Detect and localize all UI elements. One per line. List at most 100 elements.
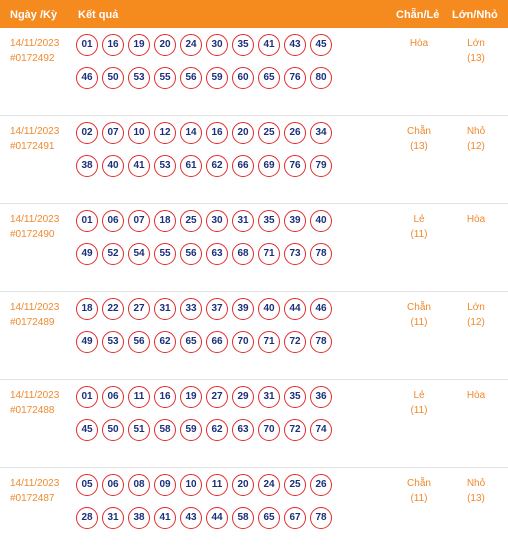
table-header: Ngày /Kỳ Kết quả Chẵn/Lẻ Lớn/Nhỏ	[0, 0, 508, 28]
number-ball: 43	[284, 34, 306, 56]
big-small-count: (12)	[467, 141, 485, 152]
draw-date: 14/11/2023	[10, 390, 60, 401]
draw-date: 14/11/2023	[10, 302, 60, 313]
number-ball: 19	[128, 34, 150, 56]
number-ball: 31	[258, 386, 280, 408]
big-small-result: Nhỏ	[466, 478, 486, 489]
number-ball: 39	[284, 210, 306, 232]
number-ball: 56	[180, 67, 202, 89]
draw-date-cell: 14/11/2023 #0172488	[10, 388, 59, 418]
number-ball: 55	[154, 67, 176, 89]
header-big-small: Lớn/Nhỏ	[452, 9, 498, 21]
result-balls: 01 06 07 18 25 30 31 35 39 40 49 52 54 55 56 63 68 71 73 78	[76, 210, 366, 276]
number-ball: 26	[284, 122, 306, 144]
draw-date: 14/11/2023	[10, 38, 60, 49]
number-ball: 34	[310, 122, 332, 144]
number-ball: 50	[102, 67, 124, 89]
number-ball: 01	[76, 210, 98, 232]
number-ball: 74	[310, 419, 332, 441]
number-ball: 30	[206, 210, 228, 232]
number-ball: 62	[206, 419, 228, 441]
number-ball: 41	[154, 507, 176, 529]
number-ball: 59	[180, 419, 202, 441]
number-ball: 61	[180, 155, 202, 177]
ball-row: 01 16 19 20 24 30 35 41 43 45	[76, 34, 366, 58]
number-ball: 72	[284, 331, 306, 353]
header-even-odd: Chẵn/Lẻ	[396, 9, 440, 21]
ball-row: 38 40 41 53 61 62 66 69 76 79	[76, 155, 366, 179]
big-small-count: (12)	[467, 317, 485, 328]
number-ball: 31	[232, 210, 254, 232]
draw-date: 14/11/2023	[10, 214, 60, 225]
number-ball: 09	[154, 474, 176, 496]
number-ball: 07	[102, 122, 124, 144]
big-small-result: Lớn	[467, 302, 485, 313]
number-ball: 56	[128, 331, 150, 353]
number-ball: 36	[310, 386, 332, 408]
number-ball: 66	[206, 331, 228, 353]
ball-row: 45 50 51 58 59 62 63 70 72 74	[76, 419, 366, 443]
result-balls: 01 06 11 16 19 27 29 31 35 36 45 50 51 58 59 62 63 70 72 74	[76, 386, 366, 452]
number-ball: 35	[232, 34, 254, 56]
number-ball: 78	[310, 331, 332, 353]
number-ball: 78	[310, 243, 332, 265]
ball-row: 01 06 11 16 19 27 29 31 35 36	[76, 386, 366, 410]
number-ball: 72	[284, 419, 306, 441]
big-small-cell: Hòa	[451, 212, 501, 227]
number-ball: 05	[76, 474, 98, 496]
number-ball: 71	[258, 243, 280, 265]
ball-row: 02 07 10 12 14 16 20 25 26 34	[76, 122, 366, 146]
ball-row: 46 50 53 55 56 59 60 65 76 80	[76, 67, 366, 91]
number-ball: 65	[180, 331, 202, 353]
number-ball: 80	[310, 67, 332, 89]
draw-date: 14/11/2023	[10, 478, 60, 489]
number-ball: 40	[258, 298, 280, 320]
big-small-count: (13)	[467, 493, 485, 504]
number-ball: 22	[102, 298, 124, 320]
number-ball: 18	[76, 298, 98, 320]
even-odd-result: Chẵn	[407, 126, 431, 137]
number-ball: 24	[258, 474, 280, 496]
result-balls: 02 07 10 12 14 16 20 25 26 34 38 40 41 53 61 62 66 69 76 79	[76, 122, 366, 188]
number-ball: 07	[128, 210, 150, 232]
draw-date-cell: 14/11/2023 #0172489	[10, 300, 59, 330]
header-result: Kết quả	[78, 9, 119, 21]
number-ball: 59	[206, 67, 228, 89]
number-ball: 46	[310, 298, 332, 320]
even-odd-cell: Lẻ (11)	[394, 388, 444, 418]
number-ball: 40	[102, 155, 124, 177]
big-small-cell: Lớn (13)	[451, 36, 501, 66]
draw-date-cell: 14/11/2023 #0172487	[10, 476, 59, 506]
number-ball: 73	[284, 243, 306, 265]
number-ball: 49	[76, 243, 98, 265]
number-ball: 16	[154, 386, 176, 408]
table-row: 14/11/2023 #0172491 02 07 10 12 14 16 20 25 26 34 38…	[0, 116, 508, 204]
number-ball: 46	[76, 67, 98, 89]
number-ball: 30	[206, 34, 228, 56]
big-small-cell: Nhỏ (12)	[451, 124, 501, 154]
even-odd-count: (11)	[410, 405, 428, 416]
number-ball: 10	[180, 474, 202, 496]
draw-id: #0172488	[10, 405, 55, 416]
even-odd-cell: Hòa	[394, 36, 444, 51]
number-ball: 53	[128, 67, 150, 89]
number-ball: 66	[232, 155, 254, 177]
even-odd-cell: Lẻ (11)	[394, 212, 444, 242]
ball-row: 28 31 38 41 43 44 58 65 67 78	[76, 507, 366, 531]
number-ball: 37	[206, 298, 228, 320]
number-ball: 67	[284, 507, 306, 529]
draw-id: #0172490	[10, 229, 55, 240]
even-odd-count: (13)	[410, 141, 428, 152]
even-odd-count: (11)	[410, 317, 428, 328]
number-ball: 26	[310, 474, 332, 496]
header-date-period: Ngày /Kỳ	[10, 9, 58, 21]
number-ball: 70	[232, 331, 254, 353]
number-ball: 39	[232, 298, 254, 320]
number-ball: 25	[284, 474, 306, 496]
number-ball: 78	[310, 507, 332, 529]
number-ball: 16	[206, 122, 228, 144]
number-ball: 06	[102, 210, 124, 232]
draw-id: #0172492	[10, 53, 55, 64]
draw-date-cell: 14/11/2023 #0172490	[10, 212, 59, 242]
number-ball: 56	[180, 243, 202, 265]
